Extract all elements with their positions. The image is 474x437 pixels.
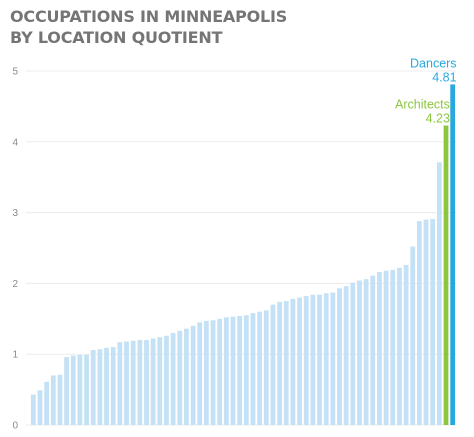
bar-19 — [157, 337, 163, 425]
bar-0 — [30, 394, 36, 425]
dancers-name-label: Dancers — [410, 56, 457, 70]
bar-47 — [343, 286, 349, 425]
y-tick-label-5: 5 — [12, 67, 18, 78]
bar-56 — [403, 264, 409, 425]
bar-10 — [97, 349, 103, 425]
bar-16 — [137, 340, 143, 425]
bar-60 — [430, 218, 436, 425]
bar-55 — [397, 267, 402, 425]
bar-14 — [124, 341, 129, 425]
bar-12 — [110, 347, 116, 425]
y-tick-label-0: 0 — [12, 421, 18, 432]
bar-33 — [250, 313, 256, 425]
bar-4 — [57, 374, 63, 425]
bar-13 — [117, 342, 123, 425]
bar-39 — [290, 298, 296, 425]
bar-50 — [363, 279, 369, 425]
y-tick-label-4: 4 — [12, 137, 18, 148]
bar-34 — [257, 311, 263, 425]
bar-27 — [210, 320, 216, 425]
bar-32 — [243, 315, 249, 425]
bar-36 — [270, 304, 276, 425]
bar-3 — [50, 375, 56, 425]
bar-40 — [297, 297, 302, 425]
bar-61 — [436, 162, 442, 425]
bar-48 — [350, 282, 356, 425]
bar-62 — [443, 125, 449, 426]
bar-1 — [37, 390, 43, 425]
bar-15 — [130, 340, 136, 425]
bar-44 — [323, 293, 329, 425]
bar-26 — [203, 320, 209, 425]
architects-name-label: Architects — [395, 98, 450, 112]
bar-52 — [377, 272, 382, 425]
bar-45 — [330, 292, 336, 425]
bar-17 — [144, 340, 149, 425]
bar-28 — [217, 318, 223, 425]
bar-25 — [197, 322, 203, 425]
bar-59 — [423, 219, 429, 425]
architects-value-label: 4.23 — [426, 112, 450, 126]
bar-7 — [77, 354, 83, 425]
bar-21 — [170, 332, 176, 425]
bar-23 — [184, 328, 189, 425]
bar-2 — [44, 381, 50, 425]
bar-35 — [263, 310, 269, 425]
bar-43 — [317, 294, 322, 425]
bar-49 — [357, 280, 362, 425]
bar-20 — [164, 335, 169, 425]
bar-11 — [104, 347, 109, 425]
bar-31 — [237, 315, 243, 425]
bar-22 — [177, 330, 183, 425]
chart-title-line-2: BY LOCATION QUOTIENT — [10, 28, 223, 47]
bars — [30, 84, 456, 426]
dancers-value-label: 4.81 — [432, 70, 456, 84]
bar-46 — [337, 288, 342, 425]
bar-38 — [283, 301, 289, 425]
bar-42 — [310, 294, 316, 425]
bar-29 — [223, 317, 229, 425]
bar-41 — [303, 296, 309, 425]
chart-title: OCCUPATIONS IN MINNEAPOLIS BY LOCATION Q… — [10, 6, 287, 48]
bar-24 — [190, 325, 196, 425]
y-tick-label-3: 3 — [12, 208, 18, 219]
bar-8 — [84, 354, 89, 425]
bar-30 — [230, 316, 236, 425]
bar-51 — [370, 275, 376, 425]
bar-5 — [64, 357, 69, 425]
bar-58 — [416, 221, 422, 425]
bar-18 — [150, 338, 156, 425]
y-axis-ticks: 0 1 2 3 4 5 — [12, 67, 18, 432]
bar-63 — [450, 84, 456, 425]
bar-57 — [410, 246, 416, 425]
bar-53 — [383, 270, 389, 425]
y-tick-label-2: 2 — [12, 279, 18, 290]
bar-6 — [70, 355, 76, 425]
bar-37 — [277, 301, 282, 425]
bar-54 — [390, 269, 396, 425]
y-tick-label-1: 1 — [12, 350, 18, 361]
bar-9 — [90, 349, 96, 425]
chart-title-line-1: OCCUPATIONS IN MINNEAPOLIS — [10, 7, 288, 26]
